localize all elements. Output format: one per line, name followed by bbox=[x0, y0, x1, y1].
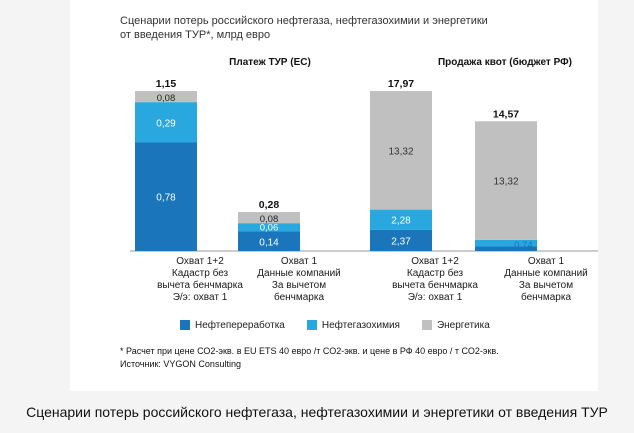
image-caption: Сценарии потерь российского нефтегаза, н… bbox=[26, 404, 608, 420]
total-label-p0-c0: 1,15 bbox=[156, 78, 177, 90]
legend-item-energy: Энергетика bbox=[421, 319, 490, 331]
bar-p0-c1-s0 bbox=[238, 231, 300, 251]
value-label-p1-c0-s1: 2,28 bbox=[391, 216, 411, 227]
legend-item-refining: Нефтепереработка bbox=[180, 320, 285, 331]
legend-swatch-petrochemicals bbox=[306, 320, 317, 330]
legend-label-energy: Энергетика bbox=[436, 319, 490, 331]
category-label-line: Э/э: охват 1 bbox=[172, 292, 228, 303]
legend-swatch-refining bbox=[180, 320, 190, 330]
category-label-line: вычета бенчмарка bbox=[392, 280, 478, 291]
bar-p1-c1-s1 bbox=[475, 239, 537, 247]
value-label-p1-c0-s2: 13,32 bbox=[388, 146, 413, 157]
category-label-line: Охват 1+2 bbox=[411, 256, 459, 267]
category-label-line: За вычетом bbox=[518, 280, 574, 291]
legend-label-refining: Нефтепереработка bbox=[195, 319, 285, 331]
category-label-p1-c1: Охват 1 Данные компаний За вычетом бенчм… bbox=[491, 256, 601, 304]
category-label-line: За вычетом bbox=[271, 280, 327, 291]
chart-card: Сценарии потерь российского нефтегаза, н… bbox=[70, 0, 598, 391]
category-label-p0-c0: Охват 1+2 Кадастр без вычета бенчмарка Э… bbox=[145, 256, 255, 304]
chart-title-line-1: Сценарии потерь российского нефтегаза, н… bbox=[120, 15, 488, 27]
bar-p0-c0-s2 bbox=[135, 91, 197, 103]
legend-item-petrochemicals: Нефтегазохимия bbox=[306, 319, 400, 331]
category-label-line: Кадастр без bbox=[171, 268, 229, 279]
bar-p1-c0-s1 bbox=[370, 209, 432, 230]
total-label-p1-c0: 17,97 bbox=[388, 78, 414, 90]
category-label-line: Охват 1+2 bbox=[176, 256, 224, 267]
bar-p0-c1-s1 bbox=[238, 223, 300, 232]
chart-title-line-2: от введения ТУР*, млрд евро bbox=[120, 29, 271, 41]
total-label-p1-c1: 14,57 bbox=[493, 108, 519, 120]
value-label-p0-c1-s1: 0,06 bbox=[260, 223, 279, 234]
category-label-line: Данные компаний bbox=[257, 268, 341, 279]
value-label-p0-c0-s1: 0,29 bbox=[156, 118, 176, 129]
bar-p1-c0-s2 bbox=[370, 91, 432, 210]
value-label-p0-c1-s0: 0,14 bbox=[259, 237, 279, 248]
value-label-p1-c0-s0: 2,37 bbox=[391, 236, 411, 247]
value-label-p1-c1-s1: 0,74 bbox=[514, 240, 533, 251]
chart-legend: Нефтепереработка Нефтегазохимия Энергети… bbox=[180, 318, 512, 332]
category-label-p1-c0: Охват 1+2 Кадастр без вычета бенчмарка Э… bbox=[380, 256, 490, 304]
category-label-line: Данные компаний bbox=[504, 268, 588, 279]
value-label-p0-c1-s2: 0,08 bbox=[260, 214, 279, 225]
category-label-line: Кадастр без bbox=[406, 268, 464, 279]
category-label-p0-c1: Охват 1 Данные компаний За вычетом бенчм… bbox=[244, 256, 354, 304]
category-label-line: Э/э: охват 1 bbox=[407, 292, 463, 303]
chart-title: Сценарии потерь российского нефтегаза, н… bbox=[120, 14, 580, 42]
footnote-price: * Расчет при цене СО2-экв. в EU ETS 40 е… bbox=[120, 346, 499, 356]
chart-plot: 0,780,290,081,150,140,060,080,282,372,28… bbox=[130, 78, 598, 252]
legend-swatch-energy bbox=[421, 320, 432, 330]
bar-p1-c0-s0 bbox=[370, 229, 432, 251]
bar-p0-c1-s2 bbox=[238, 212, 300, 224]
category-label-line: бенчмарка bbox=[520, 292, 572, 303]
value-label-p0-c0-s2: 0,08 bbox=[157, 93, 176, 104]
bar-p1-c1-s2 bbox=[475, 121, 537, 240]
category-label-line: Охват 1 bbox=[527, 256, 565, 267]
bar-p1-c1-s0 bbox=[475, 246, 537, 251]
bar-p0-c0-s0 bbox=[135, 142, 197, 251]
chart-footnotes: * Расчет при цене СО2-экв. в EU ETS 40 е… bbox=[120, 345, 590, 371]
bar-p0-c0-s1 bbox=[135, 102, 197, 143]
category-label-line: Охват 1 bbox=[280, 256, 318, 267]
value-label-p1-c1-s2: 13,32 bbox=[493, 177, 518, 188]
category-label-line: вычета бенчмарка bbox=[157, 280, 243, 291]
category-label-line: бенчмарка bbox=[273, 292, 325, 303]
value-label-p0-c0-s0: 0,78 bbox=[156, 193, 176, 204]
panel-title-quota: Продажа квот (бюджет РФ) bbox=[437, 57, 573, 68]
total-label-p0-c1: 0,28 bbox=[259, 199, 280, 211]
panel-title-tur: Платеж ТУР (ЕС) bbox=[229, 57, 311, 68]
legend-label-petrochemicals: Нефтегазохимия bbox=[321, 319, 400, 331]
footnote-source: Источник: VYGON Consulting bbox=[120, 359, 241, 369]
